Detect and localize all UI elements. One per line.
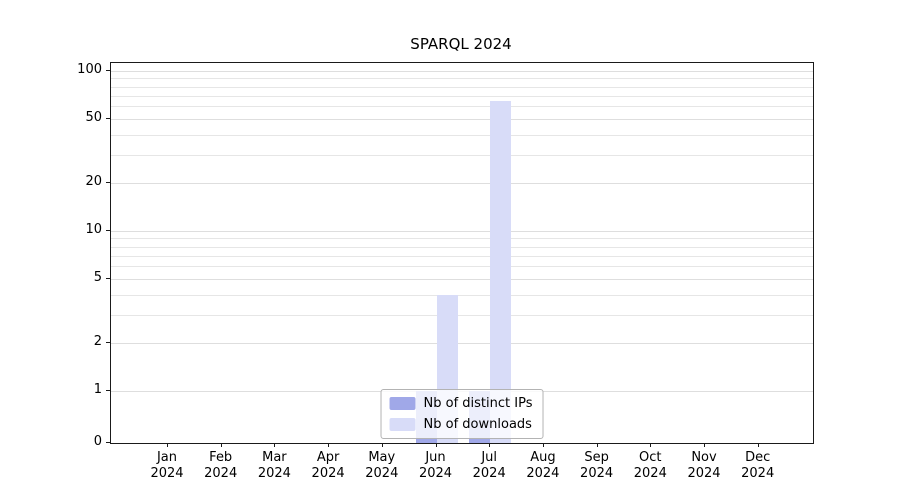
x-tick-mark	[220, 443, 222, 447]
x-tick-mark	[704, 443, 705, 447]
x-tick-label: Aug 2024	[526, 450, 560, 481]
x-tick-label: Apr 2024	[311, 450, 345, 481]
gridline	[111, 86, 813, 88]
x-tick-label: Jun 2024	[418, 450, 453, 481]
plot-area: Nb of distinct IPs Nb of downloads	[110, 62, 814, 444]
x-tick-mark	[489, 443, 491, 447]
x-tick-mark	[328, 443, 330, 447]
gridline	[111, 294, 813, 296]
y-tick-mark	[106, 442, 110, 443]
gridline	[111, 246, 813, 248]
x-tick-label: May 2024	[365, 450, 399, 481]
gridline	[111, 106, 813, 108]
legend-swatch-downloads	[389, 418, 416, 431]
x-tick-label: Mar 2024	[257, 450, 291, 481]
gridline	[111, 134, 813, 136]
gridline	[111, 238, 813, 240]
y-tick-mark	[106, 390, 110, 391]
gridline	[111, 342, 813, 344]
y-tick-mark	[106, 181, 110, 183]
gridline	[111, 279, 813, 281]
y-tick-mark	[106, 341, 110, 343]
y-tick-mark	[106, 70, 110, 71]
x-tick-label: Jan 2024	[150, 450, 184, 481]
x-tick-label: Nov 2024	[687, 450, 721, 481]
legend-item-downloads: Nb of downloads	[389, 417, 533, 432]
gridline	[111, 231, 813, 232]
legend-swatch-distinct-ips	[389, 397, 416, 410]
y-tick-label: 2	[93, 333, 102, 349]
gridline	[111, 314, 813, 316]
x-tick-mark	[542, 443, 544, 447]
x-tick-label: Feb 2024	[204, 450, 238, 481]
gridline	[111, 95, 813, 97]
x-tick-label: Dec 2024	[741, 450, 775, 481]
y-tick-mark	[106, 230, 110, 231]
x-tick-mark	[274, 443, 276, 447]
legend-label-distinct-ips: Nb of distinct IPs	[423, 396, 533, 411]
gridline	[111, 182, 813, 184]
gridline	[111, 119, 813, 121]
legend: Nb of distinct IPs Nb of downloads	[380, 389, 544, 439]
legend-item-distinct-ips: Nb of distinct IPs	[389, 396, 533, 411]
gridline	[111, 78, 813, 80]
y-tick-label: 10	[85, 222, 102, 237]
x-tick-label: Jul 2024	[472, 450, 506, 481]
chart-title: SPARQL 2024	[410, 35, 512, 53]
gridline	[111, 266, 813, 268]
y-tick-label: 20	[85, 173, 102, 189]
y-tick-label: 50	[85, 110, 102, 126]
x-tick-mark	[435, 443, 437, 447]
x-tick-label: Sep 2024	[580, 450, 614, 481]
gridline	[111, 255, 813, 257]
gridline	[111, 71, 813, 72]
x-tick-mark	[167, 443, 168, 447]
legend-label-downloads: Nb of downloads	[423, 417, 532, 432]
x-tick-label: Oct 2024	[633, 450, 667, 481]
bar-downloads	[490, 100, 512, 443]
x-tick-mark	[596, 443, 598, 447]
y-tick-mark	[106, 278, 110, 280]
y-tick-mark	[106, 118, 110, 120]
gridline	[111, 154, 813, 156]
y-tick-label: 1	[93, 382, 102, 397]
x-tick-mark	[381, 443, 383, 447]
y-tick-label: 0	[93, 434, 102, 449]
x-tick-mark	[757, 443, 759, 447]
y-tick-label: 100	[77, 62, 102, 77]
y-tick-label: 5	[93, 270, 102, 286]
x-tick-mark	[650, 443, 652, 447]
